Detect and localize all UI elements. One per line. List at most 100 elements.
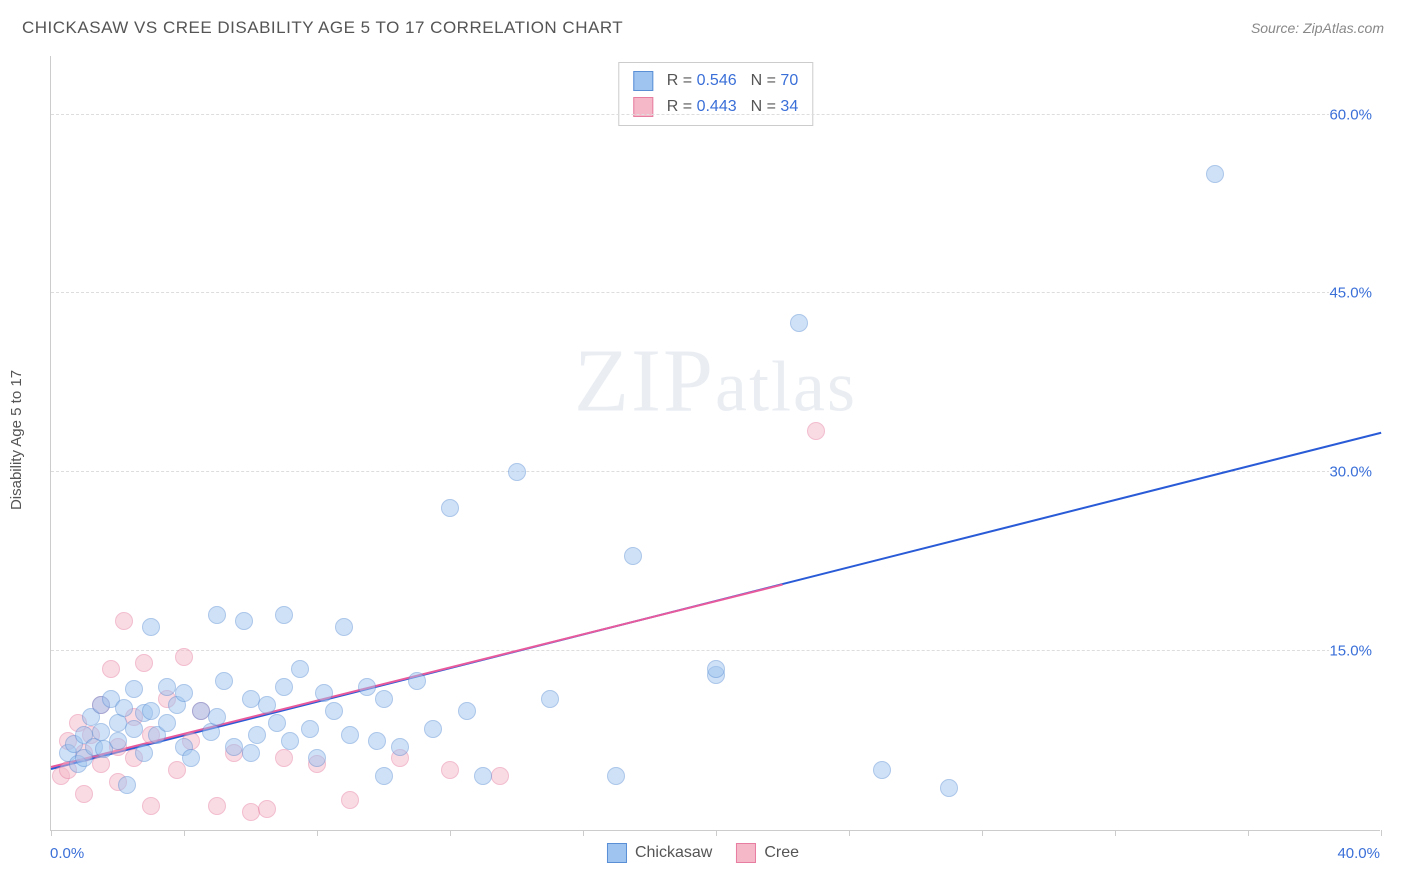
legend-item-chickasaw: Chickasaw — [607, 843, 712, 863]
x-tick — [1381, 830, 1382, 836]
chickasaw-legend-label: Chickasaw — [635, 844, 712, 862]
chickasaw-point — [202, 723, 220, 741]
x-tick — [1115, 830, 1116, 836]
cree-legend-label: Cree — [764, 844, 799, 862]
chickasaw-point — [242, 744, 260, 762]
chickasaw-point — [208, 606, 226, 624]
x-tick — [849, 830, 850, 836]
chickasaw-point — [248, 726, 266, 744]
chickasaw-legend-swatch — [607, 843, 627, 863]
chickasaw-point — [335, 618, 353, 636]
chickasaw-point — [215, 672, 233, 690]
chickasaw-point — [940, 779, 958, 797]
chickasaw-point — [158, 678, 176, 696]
chickasaw-point — [315, 684, 333, 702]
x-tick — [1248, 830, 1249, 836]
x-tick — [982, 830, 983, 836]
chickasaw-point — [424, 720, 442, 738]
stats-row-chickasaw: R = 0.546 N = 70 — [633, 68, 798, 94]
chickasaw-point — [368, 732, 386, 750]
chickasaw-point — [125, 720, 143, 738]
gridline — [51, 292, 1380, 293]
chickasaw-point — [135, 744, 153, 762]
gridline — [51, 114, 1380, 115]
gridline — [51, 650, 1380, 651]
chickasaw-point — [624, 547, 642, 565]
scatter-plot-area: ZIPatlas R = 0.546 N = 70 R = 0.443 N = … — [50, 56, 1380, 831]
chickasaw-point — [375, 690, 393, 708]
chickasaw-point — [1206, 165, 1224, 183]
chickasaw-point — [192, 702, 210, 720]
chickasaw-point — [235, 612, 253, 630]
chickasaw-point — [225, 738, 243, 756]
x-axis-max-label: 40.0% — [1337, 845, 1380, 862]
chickasaw-point — [291, 660, 309, 678]
y-tick-label: 60.0% — [1329, 106, 1382, 123]
chickasaw-point — [142, 618, 160, 636]
gridline — [51, 471, 1380, 472]
series-legend: Chickasaw Cree — [607, 843, 799, 863]
y-tick-label: 45.0% — [1329, 285, 1382, 302]
watermark: ZIPatlas — [574, 330, 857, 433]
cree-point — [102, 660, 120, 678]
cree-point — [142, 797, 160, 815]
chickasaw-point — [142, 702, 160, 720]
chickasaw-point — [301, 720, 319, 738]
chickasaw-point — [458, 702, 476, 720]
chickasaw-point — [873, 761, 891, 779]
chickasaw-point — [175, 684, 193, 702]
x-tick — [450, 830, 451, 836]
cree-point — [115, 612, 133, 630]
chickasaw-point — [182, 749, 200, 767]
chickasaw-point — [125, 680, 143, 698]
chickasaw-point — [391, 738, 409, 756]
cree-legend-swatch — [736, 843, 756, 863]
chickasaw-point — [118, 776, 136, 794]
cree-point — [807, 422, 825, 440]
cree-point — [135, 654, 153, 672]
chickasaw-point — [541, 690, 559, 708]
cree-point — [275, 749, 293, 767]
chickasaw-point — [281, 732, 299, 750]
chickasaw-point — [607, 767, 625, 785]
x-tick — [51, 830, 52, 836]
correlation-stats-box: R = 0.546 N = 70 R = 0.443 N = 34 — [618, 62, 813, 126]
y-tick-label: 30.0% — [1329, 464, 1382, 481]
chickasaw-point — [208, 708, 226, 726]
chickasaw-point — [325, 702, 343, 720]
cree-point — [242, 803, 260, 821]
chickasaw-point — [375, 767, 393, 785]
chickasaw-point — [707, 660, 725, 678]
cree-point — [341, 791, 359, 809]
chickasaw-point — [790, 314, 808, 332]
chart-title: CHICKASAW VS CREE DISABILITY AGE 5 TO 17… — [22, 18, 623, 38]
x-axis-min-label: 0.0% — [50, 845, 84, 862]
source-attribution: Source: ZipAtlas.com — [1251, 20, 1384, 36]
chickasaw-point — [268, 714, 286, 732]
cree-point — [92, 755, 110, 773]
cree-point — [75, 785, 93, 803]
cree-point — [441, 761, 459, 779]
chickasaw-point — [474, 767, 492, 785]
chickasaw-point — [109, 732, 127, 750]
chickasaw-point — [158, 714, 176, 732]
x-tick — [317, 830, 318, 836]
chickasaw-point — [441, 499, 459, 517]
chickasaw-point — [258, 696, 276, 714]
y-tick-label: 15.0% — [1329, 643, 1382, 660]
cree-point — [175, 648, 193, 666]
chickasaw-point — [242, 690, 260, 708]
x-tick — [716, 830, 717, 836]
x-tick — [184, 830, 185, 836]
chickasaw-point — [275, 606, 293, 624]
chickasaw-point — [275, 678, 293, 696]
chickasaw-point — [308, 749, 326, 767]
chickasaw-point — [92, 723, 110, 741]
y-axis-label: Disability Age 5 to 17 — [8, 370, 25, 510]
chickasaw-point — [341, 726, 359, 744]
chickasaw-point — [408, 672, 426, 690]
cree-point — [258, 800, 276, 818]
cree-point — [208, 797, 226, 815]
chickasaw-point — [508, 463, 526, 481]
cree-point — [491, 767, 509, 785]
